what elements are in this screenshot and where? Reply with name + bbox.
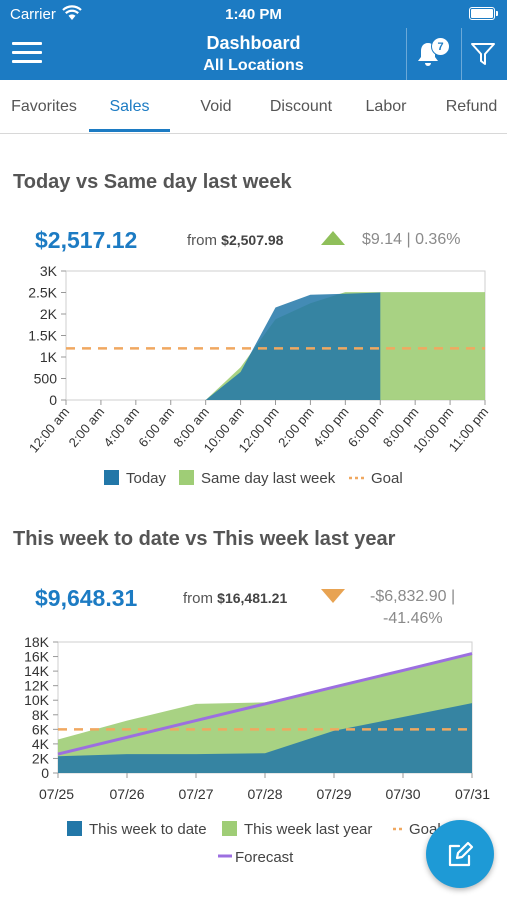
daily-comparison-value: $2,507.98 [221,232,284,248]
x-tick-label: 2:00 pm [275,404,317,450]
legend-label-last-year: This week last year [244,821,372,838]
forecast-line [57,652,473,756]
daily-sales-value: $2,517.12 [35,227,138,253]
y-tick-label: 3K [40,263,58,279]
weekly-sales-value: $9,648.31 [35,585,138,611]
x-tick-label: 4:00 am [100,404,142,450]
trend-up-icon [321,231,345,245]
top-bar: Carrier 1:40 PM Dashboard All Locations … [0,0,507,80]
daily-sales-chart: 0 500 1K 1.5K 2K 2.5K 3K 12:00 am2:00 am4:00 am… [26,263,491,487]
y-tick-label: 500 [34,371,58,387]
weekly-comparison-value: $16,481.21 [217,590,288,606]
battery-icon [469,7,498,20]
y-tick-label: 2K [32,750,50,766]
y-tick-label: 4K [32,736,50,752]
legend-swatch-last-year [222,821,237,836]
y-tick-label: 1.5K [28,328,57,344]
nav-bar: Dashboard All Locations 7 [0,28,507,80]
x-tick-label: 07/29 [316,786,351,802]
edit-button[interactable] [426,820,494,888]
wifi-icon [62,5,82,20]
y-tick-label: 0 [41,765,49,781]
daily-delta: $9.14 | 0.36% [362,231,461,248]
weekly-delta-percent: -41.46% [383,610,443,627]
from-label: from [183,590,213,607]
x-tick-label: 07/28 [247,786,282,802]
page-title: Dashboard [206,33,301,53]
x-tick-label: 07/25 [39,786,74,802]
x-tick-label: 07/27 [178,786,213,802]
filter-icon[interactable] [470,41,496,67]
tab-sales[interactable]: Sales [109,98,150,115]
weekly-comparison: from $16,481.21 [183,590,287,607]
y-tick-label: 18K [24,634,50,650]
daily-card-title: Today vs Same day last week [13,171,292,193]
category-tabs: Favorites Sales Void Discount Labor Refu… [0,80,507,134]
tab-discount[interactable]: Discount [269,98,333,115]
daily-comparison: from $2,507.98 [187,232,283,249]
legend-swatch-today [104,470,119,485]
y-tick-label: 16K [24,649,50,665]
weekly-delta: -$6,832.90 | [370,588,456,605]
y-tick-label: 10K [24,692,50,708]
legend-swatch-last-week [179,470,194,485]
tab-favorites[interactable]: Favorites [11,98,77,115]
y-tick-label: 0 [49,392,57,408]
trend-down-icon [321,589,345,603]
notification-badge: 7 [431,37,450,56]
legend-label-goal: Goal [371,470,403,487]
x-tick-label: 07/31 [455,786,490,802]
x-tick-label: 2:00 am [66,404,108,450]
nav-divider [461,28,462,80]
location-selector[interactable]: All Locations [203,57,304,74]
legend-label-this-week: This week to date [89,821,207,838]
tab-void[interactable]: Void [200,98,232,115]
status-time: 1:40 PM [225,6,282,23]
nav-divider [406,28,407,80]
tab-labor[interactable]: Labor [365,98,407,115]
carrier-label: Carrier [10,6,56,23]
x-tick-label: 6:00 pm [345,404,387,450]
y-tick-label: 1K [40,349,58,365]
hamburger-icon[interactable] [12,42,42,64]
x-tick-label: 4:00 pm [310,404,352,450]
y-tick-label: 12K [24,678,50,694]
x-tick-label: 6:00 am [135,404,177,450]
legend-swatch-this-week [67,821,82,836]
x-tick-label: 07/30 [385,786,420,802]
tab-refund[interactable]: Refund [445,98,498,115]
series-area-this-week-to-date [58,703,472,773]
legend-label-today: Today [126,470,167,487]
x-tick-label: 12:00 am [26,404,72,455]
status-bar: Carrier 1:40 PM [0,0,507,28]
legend-label-forecast: Forecast [235,849,294,866]
edit-icon [448,841,474,867]
legend-label-last-week: Same day last week [201,470,336,487]
x-tick-label: 07/26 [109,786,144,802]
series-area-today [66,292,381,400]
y-tick-label: 2.5K [28,285,57,301]
from-label: from [187,232,217,249]
y-tick-label: 6K [32,721,50,737]
y-tick-label: 8K [32,707,50,723]
weekly-card-title: This week to date vs This week last year [13,528,396,550]
y-tick-label: 14K [24,663,50,679]
y-tick-label: 2K [40,306,58,322]
active-tab-indicator [89,129,170,132]
